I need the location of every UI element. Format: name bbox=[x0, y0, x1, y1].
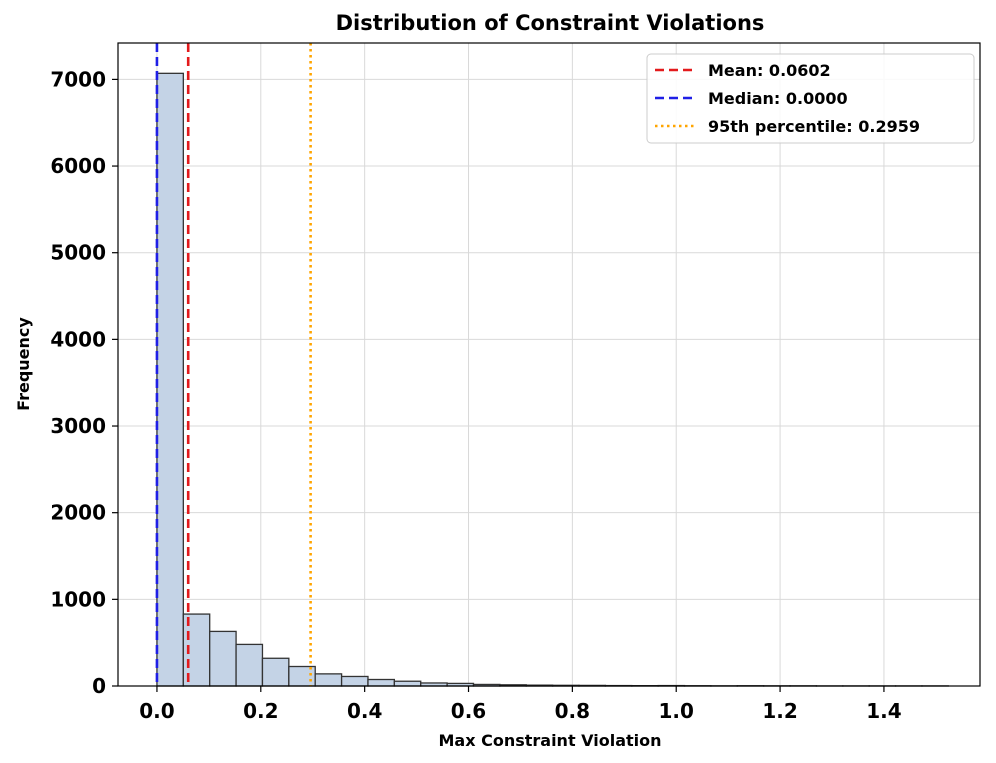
legend-label: 95th percentile: 0.2959 bbox=[708, 117, 920, 136]
legend-box bbox=[646, 53, 975, 144]
legend: Mean: 0.0602 Median: 0.0000 95th percentil… bbox=[646, 53, 975, 144]
y-tick-label: 2000 bbox=[50, 501, 106, 525]
reference-lines bbox=[155, 43, 312, 686]
legend-label: Median: 0.0000 bbox=[708, 89, 848, 108]
y-axis-ticks: 0 1000 2000 3000 4000 5000 6000 7000 bbox=[50, 67, 118, 698]
histogram-bar bbox=[156, 72, 184, 687]
x-tick-label: 0.4 bbox=[347, 699, 382, 723]
x-tick-label: 0.6 bbox=[451, 699, 486, 723]
plot-frame bbox=[117, 42, 981, 687]
histogram-bar bbox=[340, 675, 369, 687]
histogram-bar bbox=[393, 680, 422, 687]
x-tick-label: 1.2 bbox=[762, 699, 797, 723]
grid-lines bbox=[118, 43, 980, 687]
histogram-bar bbox=[209, 630, 237, 687]
x-tick-label: 1.4 bbox=[866, 699, 901, 723]
y-tick-label: 6000 bbox=[50, 154, 106, 178]
y-tick-label: 7000 bbox=[50, 67, 106, 91]
x-tick-label: 0.8 bbox=[555, 699, 590, 723]
x-axis-ticks: 0.0 0.2 0.4 0.6 0.8 1.0 1.2 1.4 bbox=[139, 686, 902, 723]
y-tick-label: 1000 bbox=[50, 587, 106, 611]
chart-title: Distribution of Constraint Violations bbox=[336, 11, 765, 35]
histogram-bar bbox=[261, 657, 290, 687]
x-tick-label: 1.0 bbox=[659, 699, 694, 723]
histogram-bar bbox=[235, 643, 264, 687]
y-tick-label: 3000 bbox=[50, 414, 106, 438]
x-axis-label: Max Constraint Violation bbox=[438, 731, 661, 750]
x-tick-label: 0.0 bbox=[139, 699, 174, 723]
y-tick-label: 5000 bbox=[50, 241, 106, 265]
histogram-bar bbox=[314, 673, 343, 687]
y-tick-label: 0 bbox=[92, 674, 106, 698]
y-tick-label: 4000 bbox=[50, 327, 106, 351]
x-tick-label: 0.2 bbox=[243, 699, 278, 723]
histogram-bar bbox=[367, 678, 396, 687]
histogram-bars bbox=[156, 72, 949, 687]
y-axis-label: Frequency bbox=[14, 317, 33, 411]
legend-label: Mean: 0.0602 bbox=[708, 61, 831, 80]
